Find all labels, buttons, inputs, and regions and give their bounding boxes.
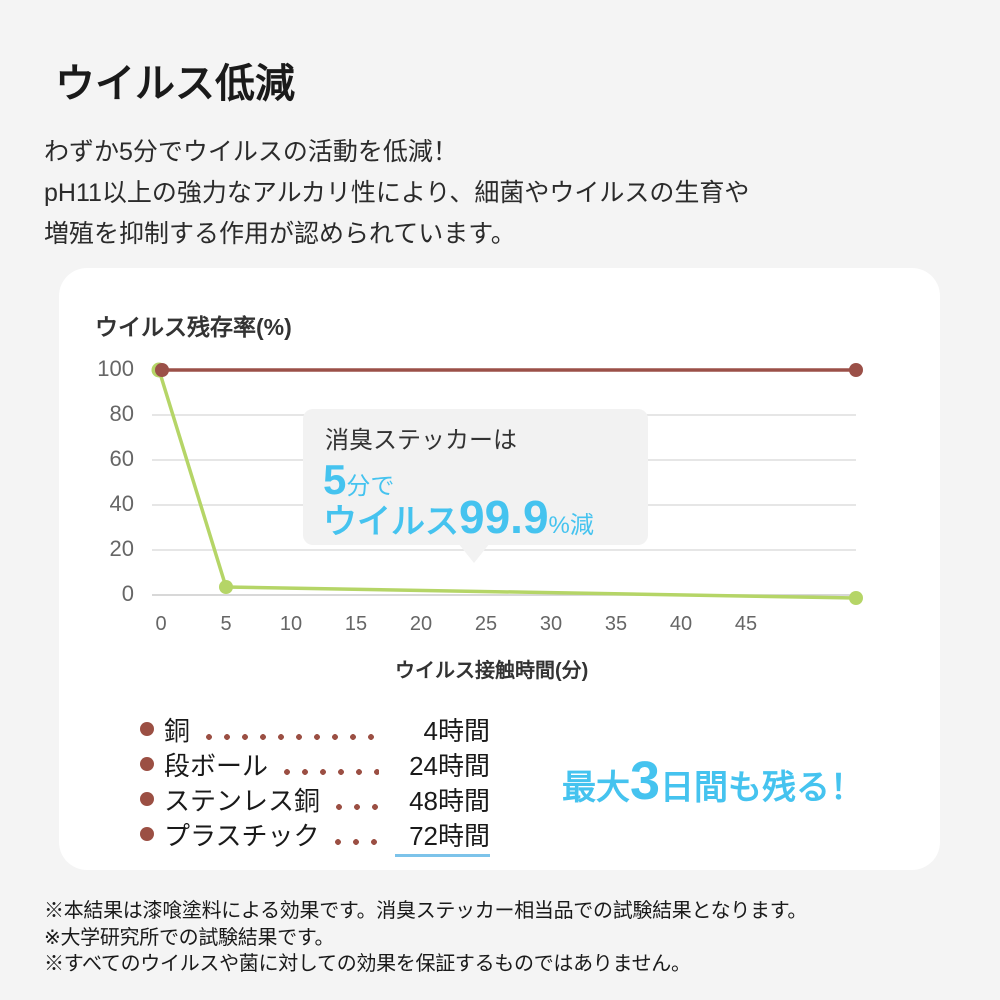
svg-text:35: 35 — [605, 613, 627, 635]
svg-text:20: 20 — [410, 613, 432, 635]
svg-text:30: 30 — [540, 613, 562, 635]
svg-text:0: 0 — [122, 581, 134, 606]
svg-text:40: 40 — [110, 491, 134, 516]
svg-text:25: 25 — [475, 613, 497, 635]
svg-text:45: 45 — [735, 613, 757, 635]
svg-text:40: 40 — [670, 613, 692, 635]
svg-text:0: 0 — [155, 613, 166, 635]
svg-text:100: 100 — [97, 356, 134, 381]
svg-text:60: 60 — [110, 446, 134, 471]
svg-text:20: 20 — [110, 536, 134, 561]
svg-text:15: 15 — [345, 613, 367, 635]
svg-text:80: 80 — [110, 401, 134, 426]
svg-text:5: 5 — [220, 613, 231, 635]
svg-text:10: 10 — [280, 613, 302, 635]
